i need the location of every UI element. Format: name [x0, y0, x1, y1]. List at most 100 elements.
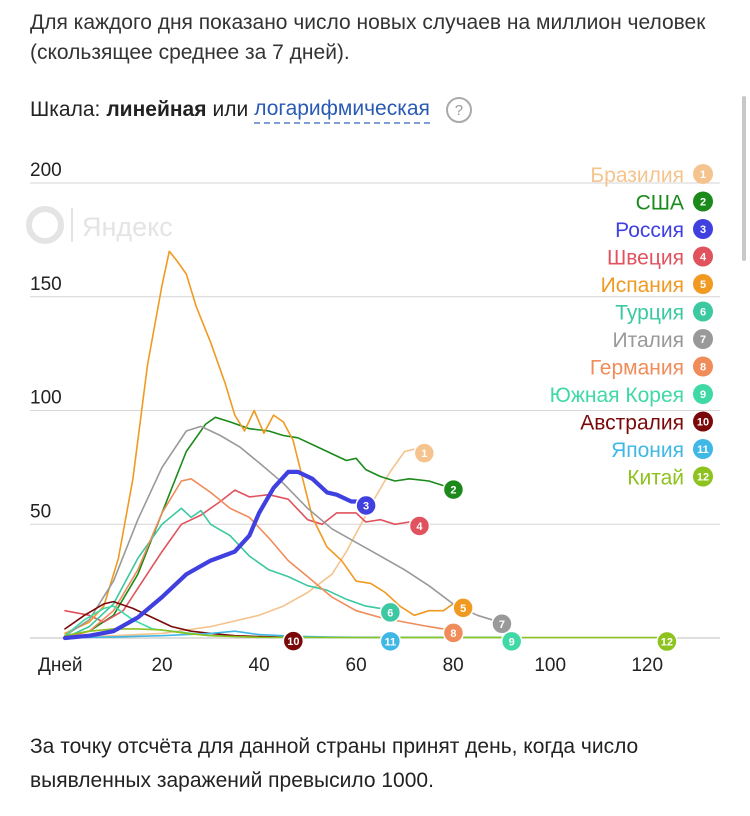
series-end-badge-circle — [413, 442, 436, 464]
series-end-badge-label: 3 — [363, 501, 369, 513]
series-end-badge-9: 9 — [500, 630, 523, 653]
series-end-badge-circle — [452, 597, 474, 619]
legend-entry-badge-label: 9 — [700, 389, 706, 401]
series-end-badge-1: 1 — [413, 442, 436, 464]
series-end-badge-circle — [379, 601, 402, 624]
legend-entry-badge — [693, 219, 713, 239]
series-end-badge-label: 6 — [387, 607, 393, 619]
series-end-badge-circle — [491, 613, 513, 635]
legend-entry-badge-label: 12 — [697, 472, 709, 484]
watermark-logo-icon — [26, 206, 64, 244]
legend-entry-label: Италия — [612, 329, 684, 352]
legend-entry-label: Россия — [615, 219, 684, 242]
legend-entry-8: Германия 8 — [590, 356, 713, 380]
series-end-badge-label: 1 — [421, 448, 427, 460]
series-end-badge-12: 12 — [656, 630, 678, 653]
series-end-badge-circle — [282, 630, 305, 652]
series-end-badge-circle — [500, 630, 523, 653]
series-line-5 — [64, 250, 454, 635]
legend-entry-6: Турция 6 — [615, 301, 713, 325]
series-end-badge-label: 4 — [416, 521, 423, 533]
series-line-8 — [64, 478, 445, 639]
series-end-badge-circle — [656, 630, 678, 653]
legend-entry-badge — [693, 246, 713, 267]
series-end-badge-label: 8 — [450, 628, 456, 640]
series-end-badge-circle — [442, 478, 465, 501]
legend-entry-badge-label: 8 — [700, 362, 706, 374]
legend-entry-badge — [693, 384, 713, 404]
y-axis-ticks: 50 100 150 200 — [30, 160, 62, 522]
legend-entry-label: Япония — [611, 439, 684, 462]
series-line-1 — [64, 448, 416, 639]
legend-entry-label: Германия — [590, 357, 684, 380]
scale-option-linear[interactable]: линейная — [106, 98, 207, 121]
legend-entry-badge-label: 3 — [700, 224, 706, 236]
series-end-badge-8: 8 — [442, 622, 465, 644]
series-end-badge-10: 10 — [282, 630, 305, 652]
x-axis-ticks: Дней 20 40 60 80 100 120 — [38, 655, 663, 676]
scale-label: Шкала: — [30, 98, 101, 121]
series-end-badge-6: 6 — [379, 601, 402, 624]
x-tick-label-60: 60 — [346, 655, 367, 676]
legend-entry-label: США — [636, 192, 684, 215]
x-tick-label-80: 80 — [443, 655, 464, 676]
series-end-badge-circle — [442, 622, 465, 644]
legend-entry-badge-label: 7 — [700, 334, 706, 346]
footnote: За точку отсчёта для данной страны приня… — [30, 735, 639, 792]
y-tick-label-200: 200 — [30, 160, 62, 181]
legend-entry-label: Испания — [601, 274, 684, 297]
legend-entry-9: Южная Корея 9 — [550, 384, 713, 407]
legend-entry-4: Швеция 4 — [607, 246, 713, 270]
x-tick-label-100: 100 — [534, 655, 566, 676]
series-end-badge-2: 2 — [442, 478, 465, 501]
y-tick-label-50: 50 — [30, 501, 51, 522]
legend-entry-2: США 2 — [636, 191, 713, 215]
legend-entry-badge-label: 4 — [700, 252, 707, 264]
series-end-badge-label: 11 — [385, 636, 397, 648]
legend-entry-badge — [693, 411, 713, 432]
legend-entry-badge — [693, 329, 713, 349]
scrollbar[interactable] — [742, 96, 746, 261]
scale-option-log[interactable]: логарифмическая — [254, 96, 430, 124]
series-lines — [62, 250, 658, 641]
series-end-badge-label: 5 — [460, 603, 466, 615]
series-end-badge-3: 3 — [355, 494, 377, 517]
legend-entry-badge — [693, 274, 713, 294]
x-tick-label-120: 120 — [631, 655, 663, 676]
legend-entry-badge-label: 5 — [700, 279, 706, 291]
series-end-badge-5: 5 — [452, 597, 474, 619]
legend-entry-label: Китай — [627, 467, 684, 490]
legend-entry-badge — [693, 466, 713, 487]
legend-entry-10: Австралия 10 — [580, 411, 713, 435]
legend-entry-11: Япония 11 — [611, 439, 713, 462]
legend-entry-badge — [693, 439, 713, 459]
legend-entry-badge — [693, 356, 713, 377]
legend-entry-badge-label: 1 — [700, 169, 706, 181]
legend-entry-7: Италия 7 — [612, 329, 713, 352]
series-end-badge-11: 11 — [379, 630, 402, 653]
help-icon[interactable]: ? — [445, 97, 472, 123]
x-tick-label-40: 40 — [249, 655, 270, 676]
legend: Бразилия 1 США 2 Россия 3 Швеция 4 Испания 5 Турци… — [550, 164, 713, 490]
legend-entry-1: Бразилия 1 — [590, 164, 713, 187]
legend-entry-12: Китай 12 — [627, 466, 713, 490]
x-tick-label-20: 20 — [151, 655, 172, 676]
series-line-6 — [64, 507, 382, 639]
series-end-badge-7: 7 — [491, 613, 513, 635]
y-tick-label-150: 150 — [30, 274, 62, 295]
legend-entry-label: Турция — [615, 302, 684, 325]
series-line-12 — [64, 628, 658, 639]
legend-entry-label: Южная Корея — [550, 384, 684, 407]
legend-entry-5: Испания 5 — [601, 274, 713, 297]
legend-entry-badge-label: 2 — [700, 197, 706, 209]
legend-entry-badge-label: 11 — [697, 444, 709, 456]
series-end-badge-label: 10 — [287, 636, 299, 648]
legend-entry-badge-label: 6 — [700, 307, 706, 319]
scale-switcher: Шкала: линейная или логарифмическая ? — [30, 96, 472, 124]
legend-entry-label: Швеция — [607, 247, 684, 270]
x-axis-label: Дней — [38, 655, 83, 676]
series-end-badge-circle — [379, 630, 402, 653]
legend-entry-3: Россия 3 — [615, 219, 713, 242]
